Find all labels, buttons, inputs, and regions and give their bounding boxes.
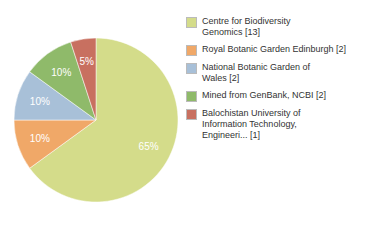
html-text:Genomics [13]: Genomics [13] <box>202 27 260 37</box>
svg-text:10%: 10% <box>51 67 71 78</box>
svg-text:65%: 65% <box>139 141 159 152</box>
svg-text:10%: 10% <box>30 96 50 107</box>
html-text:Wales [2]: Wales [2] <box>202 73 240 83</box>
html-text:Royal Botanic Garden Edinburgh: Royal Botanic Garden Edinburgh [2] <box>202 44 347 54</box>
html-text:Engineeri... [1]: Engineeri... [1] <box>202 130 260 140</box>
html-text:Information Technology,: Information Technology, <box>202 119 297 129</box>
html-text:Mined from GenBank, NCBI [2]: Mined from GenBank, NCBI [2] <box>202 90 327 100</box>
html-text:Centre for Biodiversity: Centre for Biodiversity <box>202 16 291 26</box>
svg-text:10%: 10% <box>30 133 50 144</box>
html-text:Balochistan University of: Balochistan University of <box>202 108 301 118</box>
svg-text:5%: 5% <box>80 56 95 67</box>
html-text:National Botanic Garden of: National Botanic Garden of <box>202 62 311 72</box>
